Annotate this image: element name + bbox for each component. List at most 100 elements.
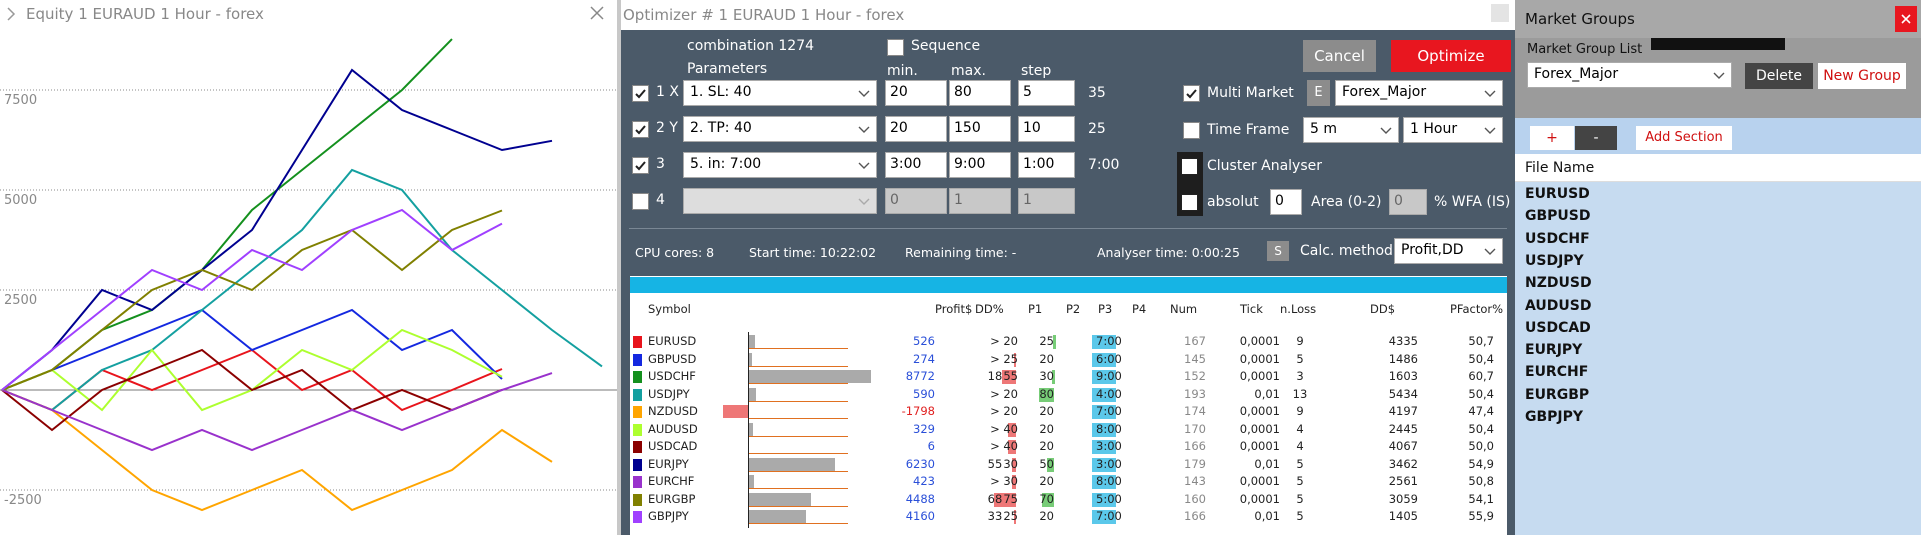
table-cell: 329 (913, 421, 935, 436)
checkbox[interactable] (887, 39, 904, 56)
text-input[interactable]: 0 (885, 188, 947, 214)
dropdown[interactable]: 1. SL: 40 (683, 80, 877, 106)
add-section-button[interactable]: Add Section (1636, 126, 1732, 150)
p3-bar (1092, 510, 1116, 524)
text-input[interactable]: 1 (1018, 188, 1075, 214)
checkbox[interactable] (632, 121, 649, 138)
text-input[interactable]: 3:00 (885, 152, 947, 178)
file-item[interactable]: EURJPY (1525, 342, 1583, 359)
table-cell: 0,0001 (1239, 369, 1280, 383)
file-item[interactable]: NZDUSD (1525, 275, 1592, 292)
plus-button[interactable]: + (1530, 126, 1574, 150)
file-item[interactable]: GBPUSD (1525, 208, 1591, 225)
minus-button[interactable]: - (1575, 126, 1617, 150)
absolut-label: absolut (1207, 194, 1259, 210)
p3-bar (1092, 335, 1116, 349)
text-input[interactable]: 5 (1018, 80, 1075, 106)
text-input[interactable]: 9:00 (949, 152, 1011, 178)
dropdown[interactable]: 5. in: 7:00 (683, 152, 877, 178)
file-item[interactable]: GBPJPY (1525, 409, 1584, 425)
color-swatch (633, 336, 642, 348)
table-cell: 47,4 (1468, 404, 1494, 418)
new-group-button[interactable]: New Group (1818, 63, 1906, 89)
table-cell: 55,9 (1468, 509, 1494, 523)
table-cell: 5434 (1388, 386, 1418, 401)
check-mark (635, 161, 646, 171)
column-header: P2 (1066, 302, 1081, 316)
table-cell: AUDUSD (648, 421, 698, 436)
text-input[interactable]: 0 (1270, 189, 1302, 215)
table-cell: 60,7 (1468, 369, 1494, 383)
dropdown[interactable]: Forex_Major (1335, 80, 1503, 106)
close-icon[interactable] (590, 6, 604, 20)
table-cell: 55 (1003, 369, 1018, 383)
file-item[interactable]: USDCAD (1525, 319, 1591, 336)
table-cell: 3:00 (1096, 439, 1122, 453)
dropdown[interactable]: Forex_Major (1527, 62, 1732, 88)
table-cell: 8772 (905, 369, 935, 383)
text-input[interactable]: 1 (949, 188, 1011, 214)
row-index: 1 X (656, 84, 679, 100)
area-label: Area (0-2) (1311, 194, 1382, 210)
file-item[interactable]: AUDUSD (1525, 297, 1592, 314)
file-item[interactable]: USDCHF (1525, 230, 1590, 247)
dropdown-arrow (1484, 90, 1496, 97)
text-input[interactable]: 20 (885, 116, 947, 142)
target-line (748, 400, 848, 402)
close-button[interactable] (1895, 6, 1917, 32)
table-cell: 5 (1296, 456, 1304, 471)
dropdown[interactable]: 5 m (1303, 117, 1399, 143)
table-cell: > (990, 386, 1000, 401)
text-input[interactable]: 10 (1018, 116, 1075, 142)
checkbox[interactable] (632, 193, 649, 210)
expand-icon[interactable] (7, 7, 16, 21)
table-cell: 40 (1003, 421, 1018, 436)
table-cell: 55 (987, 456, 1003, 471)
s-button[interactable]: S (1267, 241, 1289, 261)
text-input[interactable]: 1:00 (1018, 152, 1075, 178)
checkbox[interactable] (1181, 158, 1198, 175)
delete-button[interactable]: Delete (1745, 63, 1813, 89)
dropdown[interactable]: Profit,DD (1394, 238, 1503, 264)
parameters-label: Parameters (687, 61, 768, 77)
window-title: Market Groups (1525, 10, 1635, 28)
color-swatch (633, 476, 642, 488)
table-cell: 50,4 (1468, 386, 1494, 401)
table-cell: 54,1 (1468, 491, 1494, 506)
text-input[interactable]: 0 (1389, 189, 1427, 215)
table-cell: 4 (1296, 421, 1304, 436)
dropdown-arrow (858, 198, 870, 205)
checkbox[interactable] (1183, 122, 1200, 139)
dropdown[interactable]: 2. TP: 40 (683, 116, 877, 142)
e-button[interactable]: E (1307, 80, 1330, 106)
checkbox[interactable] (632, 85, 649, 102)
cancel-button[interactable]: Cancel (1303, 40, 1376, 72)
file-item[interactable]: USDJPY (1525, 252, 1584, 269)
table-cell: 50,4 (1468, 421, 1494, 436)
profit-bar (748, 422, 753, 436)
dropdown[interactable] (683, 188, 877, 214)
text-input[interactable]: 80 (949, 80, 1011, 106)
target-line (748, 470, 848, 472)
color-swatch (633, 511, 642, 523)
table-cell: 20 (1039, 421, 1054, 436)
sequence-label: Sequence (911, 38, 981, 54)
target-line (748, 383, 848, 384)
dropdown[interactable]: 1 Hour (1403, 117, 1503, 143)
color-swatch (633, 441, 642, 453)
table-header-bar (630, 277, 1507, 293)
checkbox[interactable] (1181, 194, 1198, 211)
file-item[interactable]: EURUSD (1525, 186, 1590, 202)
file-item[interactable]: EURCHF (1525, 364, 1589, 381)
table-cell: 6230 (905, 456, 935, 471)
text-input[interactable]: 150 (949, 116, 1011, 142)
file-item[interactable]: EURGBP (1525, 386, 1590, 403)
equity-line (1, 209, 503, 391)
row-index: 4 (656, 192, 665, 208)
checkbox[interactable] (632, 157, 649, 174)
equity-line (1, 389, 553, 512)
table-cell: 4067 (1388, 439, 1418, 453)
text-input[interactable]: 20 (885, 80, 947, 106)
optimize-button[interactable]: Optimize (1391, 40, 1511, 72)
checkbox[interactable] (1183, 85, 1200, 102)
